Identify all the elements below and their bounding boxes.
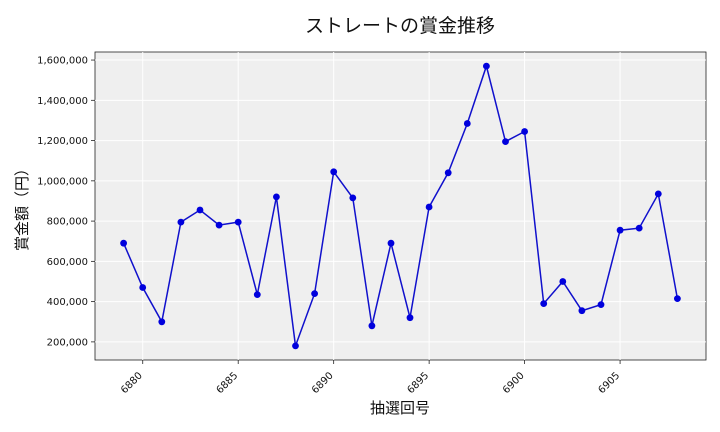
data-point	[425, 203, 433, 211]
x-tick-label: 6890	[310, 370, 336, 396]
data-point	[578, 307, 586, 315]
y-tick-label: 1,000,000	[37, 176, 88, 187]
data-point	[139, 284, 147, 291]
x-tick-label: 6905	[596, 370, 622, 396]
data-point	[120, 239, 127, 247]
data-point	[597, 301, 605, 308]
plot-area	[94, 51, 707, 361]
y-axis: 200,000 400,000 600,000 800,000 1,000,000 1,2…	[37, 56, 95, 348]
data-point	[368, 322, 376, 330]
data-point	[616, 226, 624, 234]
data-point	[253, 291, 261, 298]
data-point	[463, 120, 471, 127]
data-point	[674, 295, 681, 302]
data-points	[120, 62, 681, 350]
data-point	[273, 193, 280, 201]
y-tick-label: 800,000	[47, 217, 88, 228]
y-tick-label: 1,200,000	[37, 136, 88, 147]
y-tick-label: 1,600,000	[37, 56, 88, 67]
y-axis-label: 賞金額（円）	[13, 161, 31, 251]
chart-title: ストレートの賞金推移	[305, 15, 495, 37]
data-point	[196, 206, 204, 214]
y-tick-label: 200,000	[47, 337, 88, 348]
data-point	[349, 194, 357, 202]
data-point	[158, 318, 166, 326]
data-point	[559, 278, 567, 285]
x-axis: 6880 6885 6890 6895 6900 6905	[119, 360, 622, 396]
data-point	[311, 290, 318, 297]
data-point	[483, 62, 490, 70]
data-point	[540, 300, 548, 307]
data-point	[234, 218, 242, 226]
y-tick-label: 600,000	[47, 257, 88, 268]
data-point	[215, 221, 223, 229]
data-point	[387, 239, 395, 247]
data-point	[406, 314, 414, 322]
grid-lines	[95, 52, 706, 360]
data-point	[292, 342, 299, 350]
data-point	[330, 168, 338, 176]
x-tick-label: 6900	[501, 370, 527, 396]
y-tick-label: 400,000	[47, 297, 88, 308]
x-tick-label: 6880	[119, 370, 145, 396]
data-point	[444, 169, 452, 177]
data-point	[521, 128, 528, 135]
data-point	[635, 224, 643, 232]
x-tick-label: 6885	[215, 370, 241, 396]
data-point	[654, 190, 662, 198]
data-point	[502, 138, 509, 146]
y-tick-label: 1,400,000	[37, 96, 88, 107]
x-tick-label: 6895	[405, 370, 431, 396]
data-point	[177, 218, 185, 226]
x-axis-label: 抽選回号	[370, 399, 430, 417]
